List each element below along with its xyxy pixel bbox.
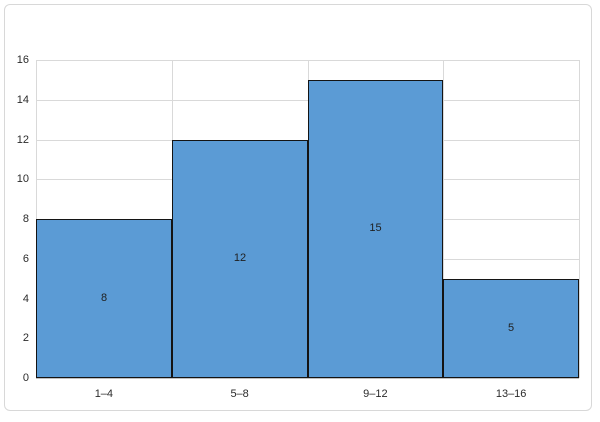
bar-data-label: 8 [100,292,108,304]
x-gridline [443,60,444,378]
x-gridline [579,60,580,378]
plot-area: 8 12 15 5 [36,60,580,379]
y-axis-tick-label: 16 [16,54,29,66]
y-gridline [36,99,579,101]
y-axis-tick-label: 4 [22,292,29,305]
y-gridline [36,60,579,61]
x-axis-tick-label: 5–8 [230,388,249,400]
x-axis-tick-label: 9–12 [363,388,388,400]
bar-data-label: 15 [369,222,382,235]
y-axis-tick-label: 8 [22,213,29,225]
bar-13–16: 5 [443,278,579,378]
x-axis-tick-label: 13–16 [495,388,527,400]
y-axis-tick-label: 10 [16,173,29,186]
y-axis-tick-label: 2 [22,332,29,345]
bar-9–12: 15 [308,79,443,378]
bar-data-label: 5 [507,321,515,334]
bar-data-label: 12 [233,252,247,265]
x-axis-line [36,378,579,379]
y-axis-tick-label: 12 [16,133,29,146]
x-axis-tick-label: 1–4 [94,388,114,400]
bar-1–4: 8 [36,219,172,378]
y-axis-tick-label: 0 [22,372,29,384]
y-axis-tick-label: 14 [16,93,29,106]
chart-frame: 8 12 15 5 0 2 4 6 8 10 12 14 16 1–4 5–8 9–12 13–16 [4,4,592,411]
y-axis-tick-label: 6 [22,252,29,265]
bar-5–8: 12 [172,139,308,378]
